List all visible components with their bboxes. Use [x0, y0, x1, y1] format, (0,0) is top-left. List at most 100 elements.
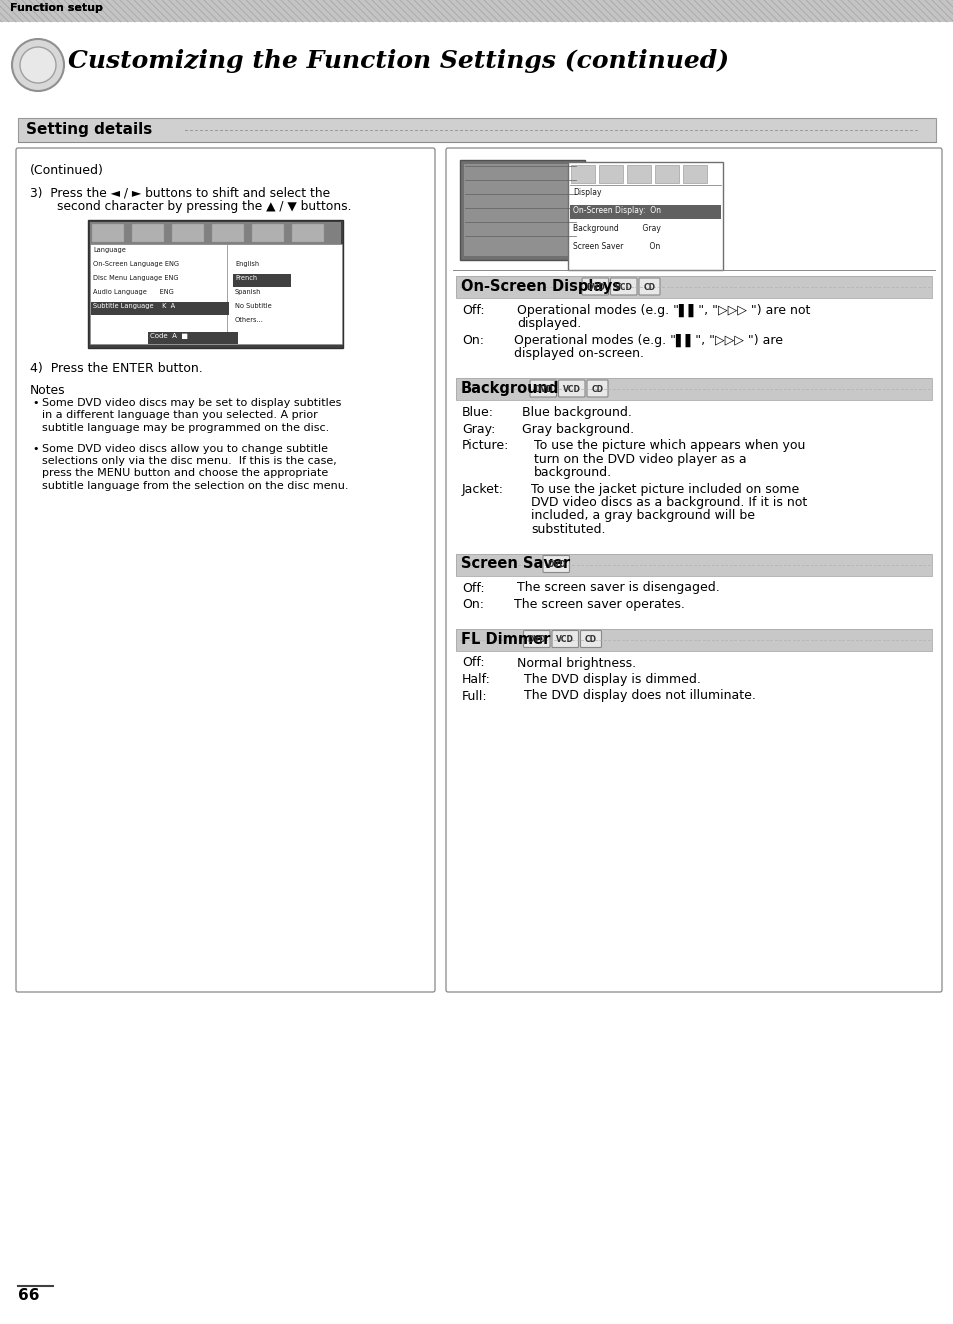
Text: Screen Saver           On: Screen Saver On — [573, 242, 659, 252]
Text: CD: CD — [591, 384, 603, 393]
Text: Subtitle Language    K  A: Subtitle Language K A — [92, 303, 175, 308]
Text: subtitle language from the selection on the disc menu.: subtitle language from the selection on … — [42, 481, 348, 491]
Bar — [227, 244, 341, 344]
FancyBboxPatch shape — [542, 556, 569, 572]
Bar — [172, 224, 204, 242]
Text: Function setup: Function setup — [10, 3, 103, 13]
Text: Display: Display — [573, 188, 601, 197]
Text: Language: Language — [92, 248, 126, 253]
Text: To use the jacket picture included on some: To use the jacket picture included on so… — [531, 482, 799, 495]
Text: On:: On: — [461, 598, 483, 610]
Bar — [252, 224, 284, 242]
Bar — [90, 222, 340, 244]
Bar — [148, 332, 237, 344]
Text: VCD: VCD — [614, 282, 632, 291]
Text: The screen saver operates.: The screen saver operates. — [514, 598, 684, 610]
Text: 3)  Press the ◄ / ► buttons to shift and select the: 3) Press the ◄ / ► buttons to shift and … — [30, 185, 330, 199]
Text: Normal brightness.: Normal brightness. — [517, 657, 636, 670]
FancyBboxPatch shape — [446, 148, 941, 992]
FancyBboxPatch shape — [610, 278, 637, 295]
Text: Setting details: Setting details — [26, 122, 152, 136]
Text: Off:: Off: — [461, 305, 484, 316]
FancyBboxPatch shape — [586, 380, 607, 397]
Text: Some DVD video discs may be set to display subtitles: Some DVD video discs may be set to displ… — [42, 399, 341, 408]
Text: VCD: VCD — [562, 384, 580, 393]
Bar — [463, 164, 580, 256]
Bar — [88, 220, 343, 348]
Bar — [90, 244, 227, 344]
Text: Some DVD video discs allow you to change subtitle: Some DVD video discs allow you to change… — [42, 444, 328, 454]
Text: Gray:: Gray: — [461, 422, 495, 436]
Text: Code  A  ■: Code A ■ — [150, 334, 188, 339]
Text: On-Screen Displays: On-Screen Displays — [460, 279, 620, 294]
Text: DVD: DVD — [534, 384, 552, 393]
Text: On-Screen Language ENG: On-Screen Language ENG — [92, 261, 179, 267]
Bar — [212, 224, 244, 242]
Text: Audio Language      ENG: Audio Language ENG — [92, 289, 173, 295]
Text: selections only via the disc menu.  If this is the case,: selections only via the disc menu. If th… — [42, 455, 336, 466]
FancyBboxPatch shape — [552, 630, 578, 647]
Text: Jacket:: Jacket: — [461, 482, 503, 495]
Text: Off:: Off: — [461, 657, 484, 670]
Bar — [655, 166, 679, 183]
Bar — [456, 629, 931, 650]
Text: displayed on-screen.: displayed on-screen. — [514, 347, 643, 360]
Text: Operational modes (e.g. "▌▌", "▷▷▷ ") are: Operational modes (e.g. "▌▌", "▷▷▷ ") ar… — [514, 334, 782, 347]
Text: (Continued): (Continued) — [30, 164, 104, 177]
Text: The DVD display does not illuminate.: The DVD display does not illuminate. — [523, 690, 755, 703]
Text: Picture:: Picture: — [461, 440, 509, 451]
Text: subtitle language may be programmed on the disc.: subtitle language may be programmed on t… — [42, 422, 329, 433]
Text: Gray background.: Gray background. — [521, 422, 634, 436]
FancyBboxPatch shape — [558, 380, 584, 397]
Text: DVD: DVD — [585, 282, 604, 291]
Text: 66: 66 — [18, 1288, 39, 1303]
Bar — [682, 166, 706, 183]
Text: To use the picture which appears when you: To use the picture which appears when yo… — [534, 440, 804, 451]
Text: Half:: Half: — [461, 673, 491, 686]
Text: DVD video discs as a background. If it is not: DVD video discs as a background. If it i… — [531, 496, 806, 508]
Text: •: • — [32, 444, 38, 454]
Text: included, a gray background will be: included, a gray background will be — [531, 510, 754, 523]
Text: Screen Saver: Screen Saver — [460, 556, 570, 572]
Bar — [456, 275, 931, 298]
Text: CD: CD — [643, 282, 655, 291]
Text: Operational modes (e.g. "▌▌", "▷▷▷ ") are not: Operational modes (e.g. "▌▌", "▷▷▷ ") ar… — [517, 305, 809, 318]
Text: displayed.: displayed. — [517, 318, 580, 331]
Bar — [233, 274, 291, 287]
Bar — [456, 377, 931, 400]
Text: Notes: Notes — [30, 384, 66, 397]
Bar — [456, 275, 931, 298]
FancyBboxPatch shape — [530, 380, 556, 397]
Text: background.: background. — [534, 466, 612, 479]
Text: Others...: Others... — [234, 316, 264, 323]
Bar — [571, 166, 595, 183]
Text: 4)  Press the ENTER button.: 4) Press the ENTER button. — [30, 361, 203, 375]
Text: Spanish: Spanish — [234, 289, 261, 295]
Bar — [598, 166, 622, 183]
Text: French: French — [234, 275, 257, 281]
Text: Background          Gray: Background Gray — [573, 224, 660, 233]
Text: VCD: VCD — [556, 636, 574, 643]
Text: FL Dimmer: FL Dimmer — [460, 632, 550, 646]
Bar — [626, 166, 650, 183]
Text: in a different language than you selected. A prior: in a different language than you selecte… — [42, 410, 317, 421]
Text: second character by pressing the ▲ / ▼ buttons.: second character by pressing the ▲ / ▼ b… — [57, 200, 351, 213]
Text: English: English — [234, 261, 259, 267]
Text: Disc Menu Language ENG: Disc Menu Language ENG — [92, 275, 178, 281]
Text: The screen saver is disengaged.: The screen saver is disengaged. — [517, 581, 719, 594]
Text: •: • — [32, 399, 38, 408]
Bar — [91, 224, 124, 242]
Text: Off:: Off: — [461, 581, 484, 594]
Text: Background: Background — [460, 381, 558, 396]
Bar — [0, 0, 953, 23]
Bar — [18, 118, 935, 142]
Text: substituted.: substituted. — [531, 523, 605, 536]
Text: Full:: Full: — [461, 690, 487, 703]
Text: DVD: DVD — [527, 636, 545, 643]
Text: Blue background.: Blue background. — [521, 406, 631, 418]
Bar — [0, 0, 953, 23]
FancyBboxPatch shape — [639, 278, 659, 295]
Text: On:: On: — [461, 334, 483, 347]
Text: No Subtitle: No Subtitle — [234, 303, 272, 308]
Text: turn on the DVD video player as a: turn on the DVD video player as a — [534, 453, 746, 466]
